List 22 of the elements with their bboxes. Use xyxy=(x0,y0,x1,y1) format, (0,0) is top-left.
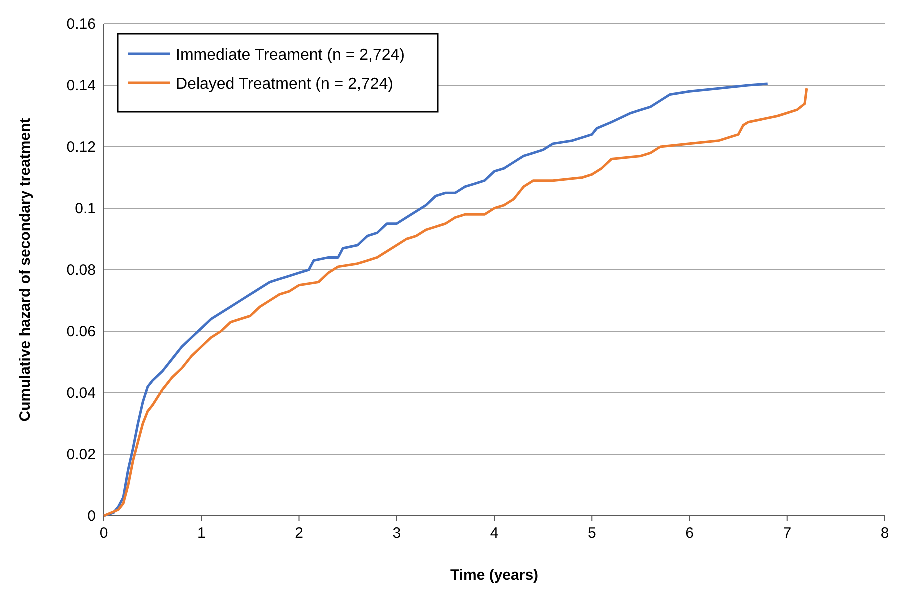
y-tick-label: 0.06 xyxy=(66,324,96,340)
y-tick-label: 0.16 xyxy=(66,16,96,33)
legend-label: Delayed Treatment (n = 2,724) xyxy=(176,76,394,93)
y-tick-label: 0.12 xyxy=(66,139,96,156)
x-tick-label: 8 xyxy=(880,525,890,542)
x-tick-label: 1 xyxy=(197,525,206,542)
y-tick-label: 0.14 xyxy=(66,78,96,94)
x-tick-label: 7 xyxy=(783,525,792,542)
y-tick-label: 0.1 xyxy=(75,200,96,218)
y-tick-label: 0 xyxy=(88,508,96,525)
y-tick-label: 0.04 xyxy=(66,385,96,402)
x-tick-label: 6 xyxy=(686,525,694,542)
x-axis-title: Time (years) xyxy=(450,567,539,584)
legend-label: Immediate Treament (n = 2,724) xyxy=(176,47,405,64)
y-tick-label: 0.02 xyxy=(66,446,96,464)
x-tick-label: 2 xyxy=(295,525,304,542)
x-tick-label: 5 xyxy=(588,525,596,542)
x-tick-label: 3 xyxy=(392,525,402,542)
x-tick-label: 0 xyxy=(100,525,108,542)
y-tick-label: 0.08 xyxy=(66,262,96,279)
x-tick-label: 4 xyxy=(490,525,499,542)
y-axis-title: Cumulative hazard of secondary treatment xyxy=(17,118,34,422)
